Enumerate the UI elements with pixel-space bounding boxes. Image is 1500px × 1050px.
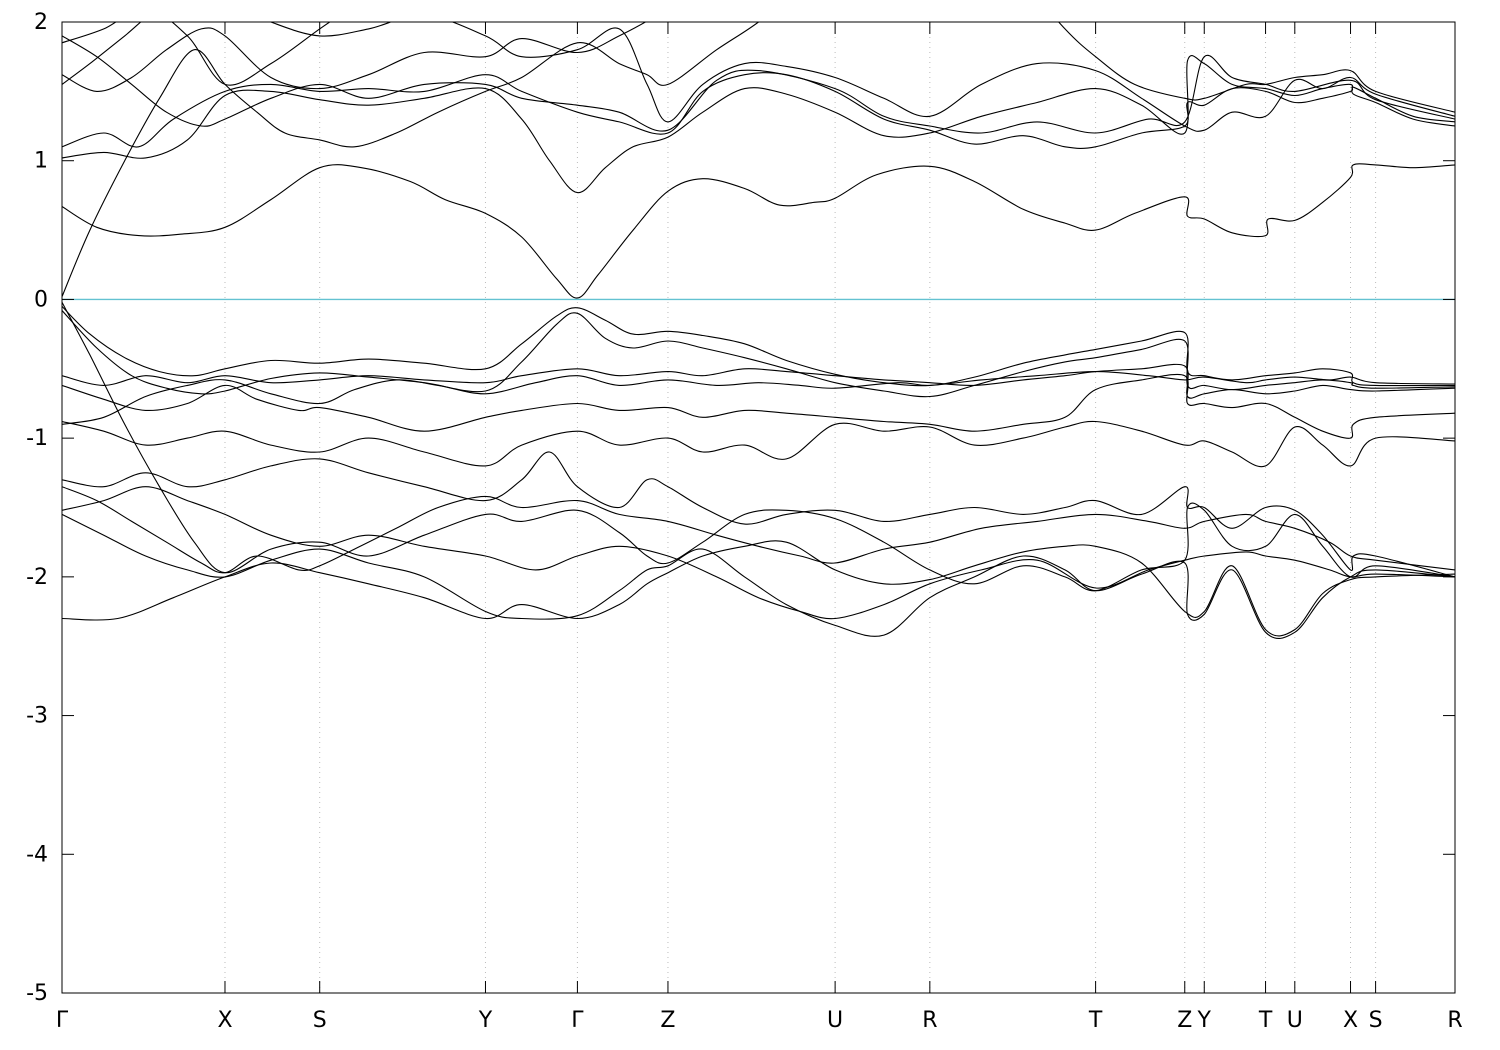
y-tick-label: 2 (34, 10, 48, 35)
x-tick-label: Z (660, 1008, 675, 1033)
band-curve (62, 301, 1455, 592)
x-tick-label: T (1088, 1008, 1103, 1033)
band-curve (62, 22, 760, 297)
band-curve (1057, 22, 1455, 113)
y-tick-label: 1 (34, 149, 48, 174)
band-curve (62, 22, 647, 92)
band-curve (62, 310, 1455, 398)
x-tick-label: Z (1177, 1008, 1192, 1033)
plot-border (61, 21, 1456, 994)
band-curve (62, 451, 1455, 578)
band-curve (62, 420, 1455, 468)
y-tick-label: -2 (26, 565, 48, 590)
x-tick-label: R (1447, 1008, 1462, 1033)
band-curve (62, 35, 1455, 134)
x-tick-label: S (1369, 1008, 1383, 1033)
band-curve (62, 72, 1455, 149)
x-tick-label: Y (478, 1008, 493, 1033)
y-tick-label: -5 (26, 981, 48, 1006)
band-curve (62, 55, 1455, 194)
band-curve (62, 486, 1455, 574)
band-curve (62, 486, 1455, 620)
x-tick-label: U (1287, 1008, 1303, 1033)
band-curve (62, 163, 1455, 299)
x-tick-label: X (217, 1008, 232, 1033)
band-curve (62, 363, 1455, 399)
x-tick-label: S (313, 1008, 327, 1033)
energy-bands (62, 22, 1455, 639)
band-curve (62, 540, 1455, 637)
band-curve (62, 373, 1455, 439)
band-curve (62, 513, 1455, 639)
band-curve (62, 371, 1455, 425)
band-curve (62, 306, 1455, 387)
band-curve (62, 22, 331, 86)
y-axis: 2 1 0 -1 -2 -3 -4 -5 (26, 10, 1455, 1006)
y-tick-label: -3 (26, 704, 48, 729)
y-tick-label: -1 (26, 426, 48, 451)
x-tick-label: R (922, 1008, 937, 1033)
y-tick-label: -4 (26, 842, 48, 867)
gridlines (61, 22, 1456, 993)
band-curve (62, 22, 1455, 132)
x-tick-label: Y (1197, 1008, 1212, 1033)
x-tick-label: X (1343, 1008, 1358, 1033)
x-tick-label: Γ (56, 1008, 69, 1033)
x-tick-label: T (1258, 1008, 1273, 1033)
x-tick-label: U (827, 1008, 843, 1033)
y-tick-label: 0 (34, 287, 48, 312)
x-tick-label: Γ (571, 1008, 584, 1033)
